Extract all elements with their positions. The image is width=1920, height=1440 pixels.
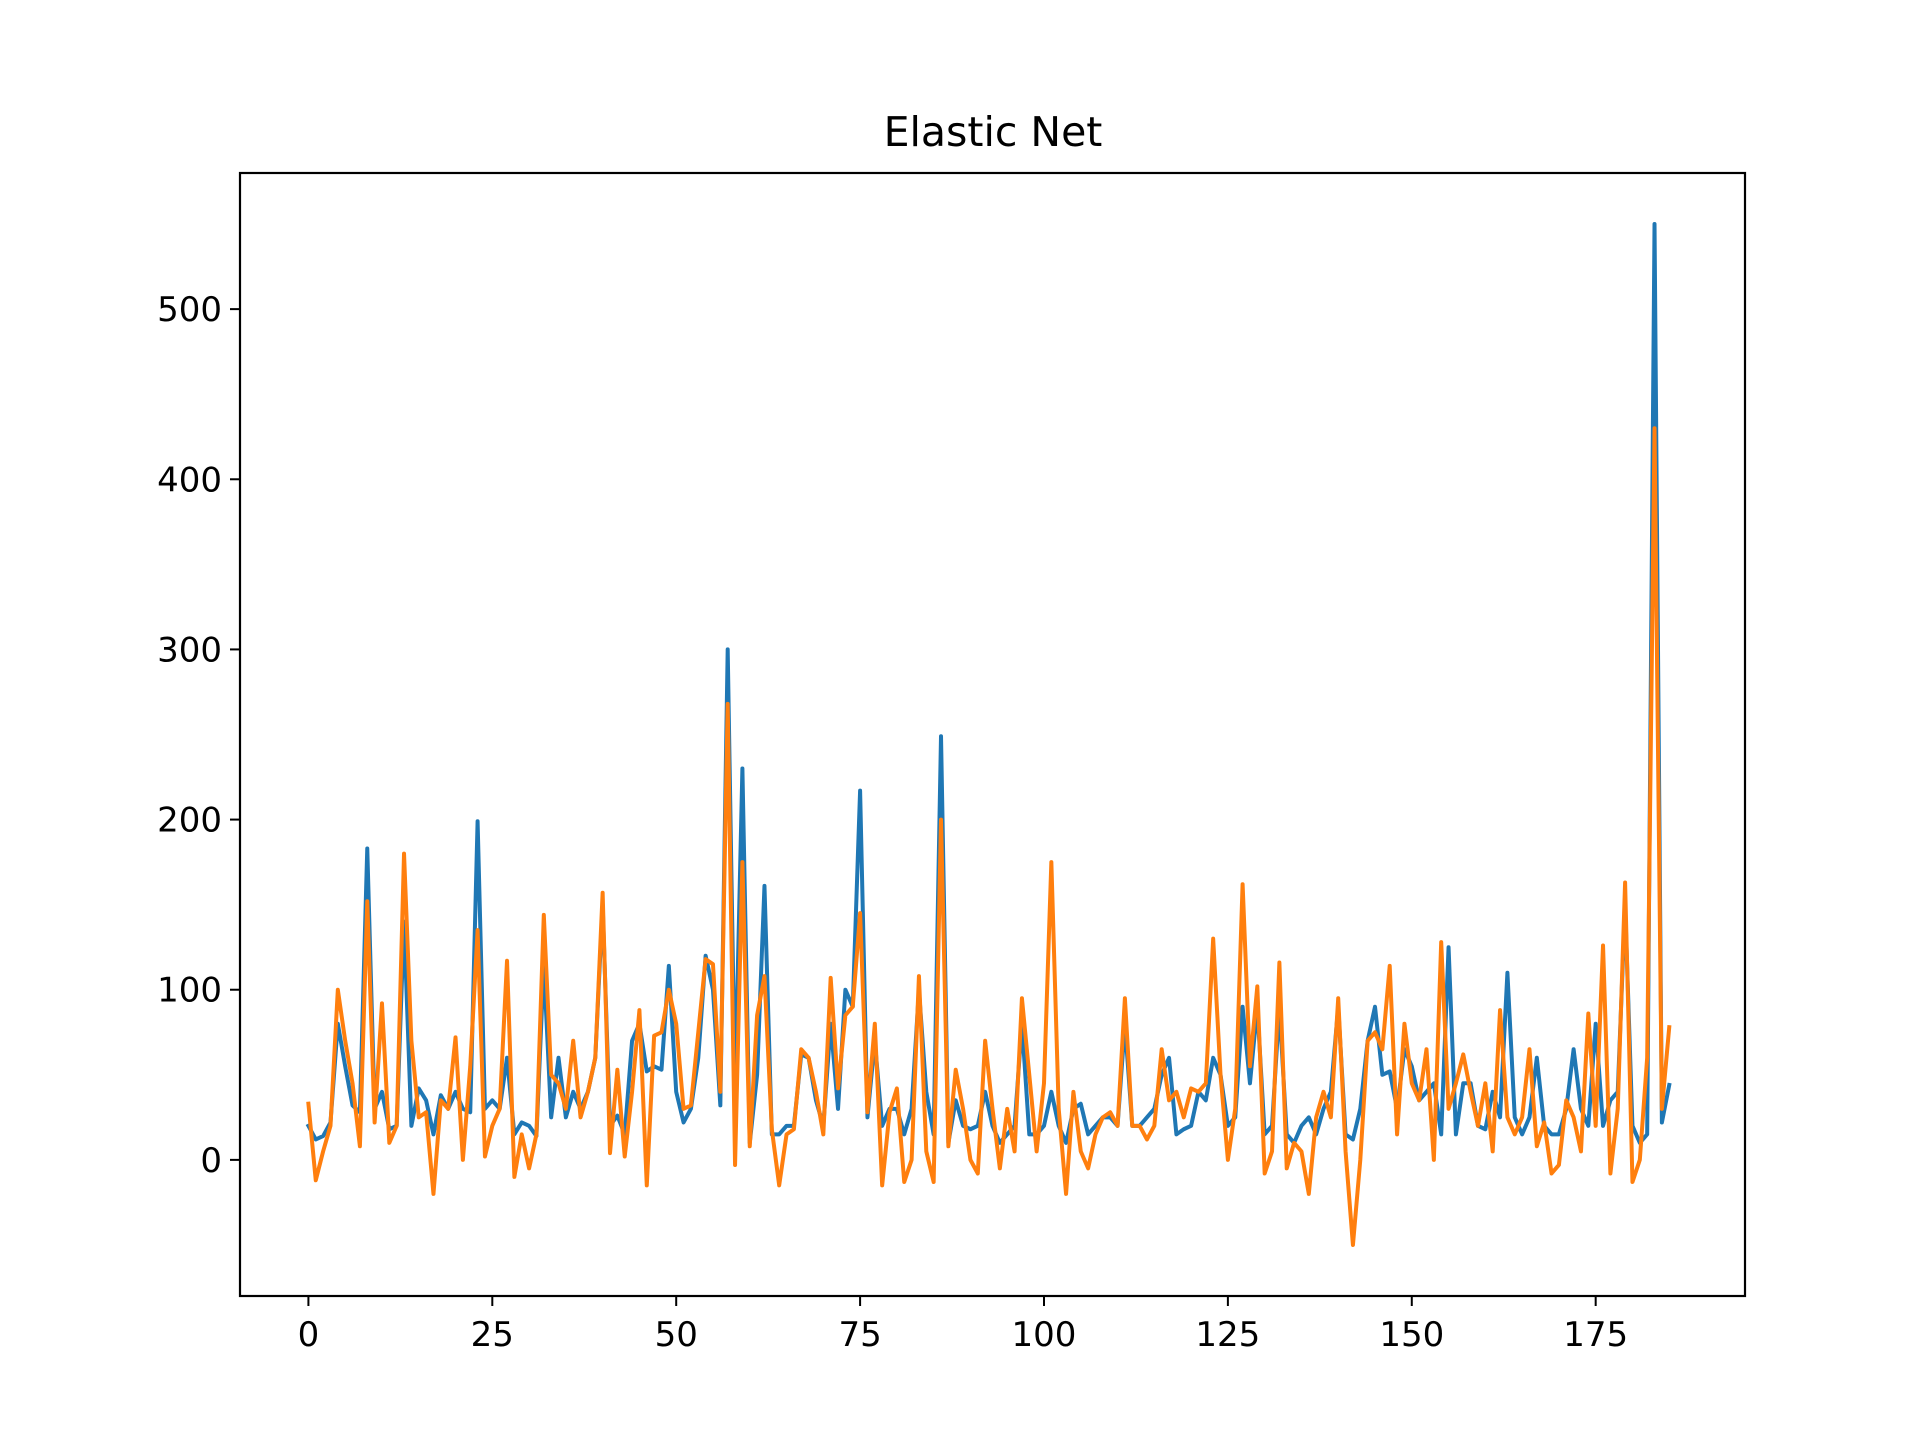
x-axis-ticks: 0 25 50 75 100 125 150 175: [298, 1296, 1628, 1355]
y-tick-label: 0: [200, 1141, 222, 1181]
y-tick-label: 500: [157, 290, 222, 330]
x-tick-label: 75: [838, 1315, 881, 1355]
x-tick-label: 0: [298, 1315, 320, 1355]
y-tick-label: 200: [157, 801, 222, 841]
y-axis-ticks: 0 100 200 300 400 500: [157, 290, 240, 1181]
x-tick-label: 175: [1563, 1315, 1628, 1355]
series-layer: [305, 222, 1672, 1247]
x-tick-label: 50: [655, 1315, 698, 1355]
series-line-2: [306, 426, 1672, 1247]
y-tick-label: 100: [157, 971, 222, 1011]
chart-title: Elastic Net: [884, 108, 1103, 156]
x-tick-label: 150: [1379, 1315, 1444, 1355]
x-tick-label: 100: [1012, 1315, 1077, 1355]
plot-frame: [238, 171, 1747, 1298]
x-tick-label: 125: [1195, 1315, 1260, 1355]
y-tick-label: 300: [157, 630, 222, 670]
y-tick-label: 400: [157, 460, 222, 500]
x-tick-label: 25: [471, 1315, 514, 1355]
